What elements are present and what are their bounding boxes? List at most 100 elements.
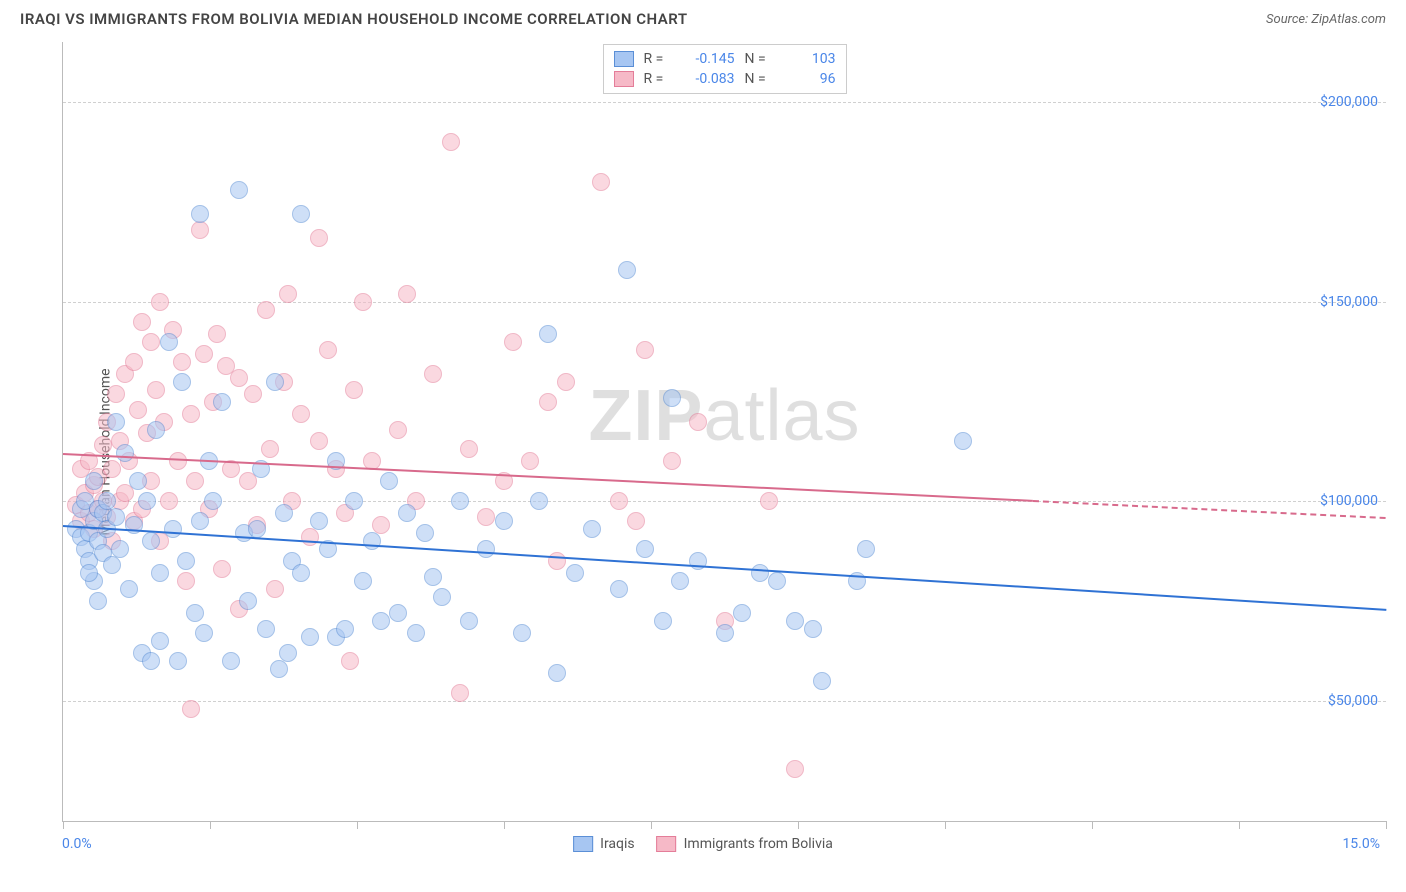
scatter-point	[208, 325, 226, 343]
gridline	[63, 102, 1386, 103]
scatter-point	[275, 504, 293, 522]
scatter-point	[654, 612, 672, 630]
scatter-point	[618, 261, 636, 279]
scatter-point	[372, 516, 390, 534]
scatter-point	[610, 580, 628, 598]
scatter-point	[424, 568, 442, 586]
scatter-point	[160, 333, 178, 351]
scatter-point	[336, 620, 354, 638]
scatter-point	[230, 369, 248, 387]
scatter-point	[204, 492, 222, 510]
scatter-point	[129, 401, 147, 419]
scatter-point	[151, 632, 169, 650]
scatter-point	[257, 301, 275, 319]
scatter-point	[116, 444, 134, 462]
scatter-point	[416, 524, 434, 542]
scatter-point	[460, 612, 478, 630]
scatter-point	[142, 532, 160, 550]
scatter-point	[301, 628, 319, 646]
scatter-point	[147, 381, 165, 399]
scatter-point	[292, 205, 310, 223]
x-tick	[210, 821, 211, 829]
scatter-point	[191, 512, 209, 530]
scatter-point	[213, 393, 231, 411]
chart-container: Median Household Income ZIPatlas R =-0.1…	[20, 42, 1386, 862]
scatter-point	[363, 532, 381, 550]
scatter-point	[857, 540, 875, 558]
x-tick	[1386, 821, 1387, 829]
legend-item: Immigrants from Bolivia	[657, 836, 833, 852]
scatter-point	[301, 528, 319, 546]
scatter-point	[80, 564, 98, 582]
scatter-point	[177, 552, 195, 570]
scatter-point	[239, 592, 257, 610]
scatter-point	[319, 341, 337, 359]
scatter-point	[125, 353, 143, 371]
scatter-point	[120, 580, 138, 598]
scatter-point	[103, 460, 121, 478]
correlation-legend: R =-0.145N =103R =-0.083N =96	[603, 44, 847, 94]
scatter-point	[398, 285, 416, 303]
scatter-point	[129, 472, 147, 490]
scatter-point	[636, 341, 654, 359]
scatter-point	[451, 492, 469, 510]
scatter-point	[636, 540, 654, 558]
legend-label: Immigrants from Bolivia	[684, 836, 833, 852]
scatter-point	[107, 385, 125, 403]
legend-n-label: N =	[745, 71, 771, 87]
scatter-point	[266, 373, 284, 391]
scatter-point	[173, 353, 191, 371]
legend-swatch	[573, 836, 593, 852]
scatter-point	[107, 508, 125, 526]
scatter-point	[142, 333, 160, 351]
scatter-point	[477, 540, 495, 558]
scatter-point	[372, 612, 390, 630]
source-label: Source: ZipAtlas.com	[1266, 12, 1386, 27]
y-tick-label: $50,000	[1328, 693, 1378, 709]
scatter-point	[380, 472, 398, 490]
scatter-point	[345, 492, 363, 510]
scatter-point	[151, 293, 169, 311]
scatter-point	[186, 604, 204, 622]
scatter-point	[111, 540, 129, 558]
scatter-point	[107, 413, 125, 431]
legend-r-label: R =	[644, 51, 670, 67]
x-tick	[63, 821, 64, 829]
legend-row: R =-0.145N =103	[614, 49, 836, 69]
scatter-point	[504, 333, 522, 351]
y-tick-label: $200,000	[1320, 94, 1378, 110]
x-tick	[651, 821, 652, 829]
scatter-point	[733, 604, 751, 622]
scatter-point	[751, 564, 769, 582]
legend-label: Iraqis	[600, 836, 634, 852]
x-axis-label-max: 15.0%	[1342, 836, 1380, 852]
scatter-point	[270, 660, 288, 678]
scatter-point	[610, 492, 628, 510]
scatter-point	[191, 205, 209, 223]
scatter-point	[182, 405, 200, 423]
scatter-point	[310, 229, 328, 247]
plot-area: ZIPatlas R =-0.145N =103R =-0.083N =96 $…	[62, 42, 1386, 822]
legend-r-label: R =	[644, 71, 670, 87]
gridline	[63, 701, 1386, 702]
legend-swatch	[614, 71, 634, 87]
series-legend: Iraqis Immigrants from Bolivia	[573, 836, 833, 852]
scatter-point	[786, 760, 804, 778]
scatter-point	[804, 620, 822, 638]
y-tick-label: $150,000	[1320, 294, 1378, 310]
scatter-point	[138, 492, 156, 510]
scatter-point	[191, 221, 209, 239]
scatter-point	[257, 620, 275, 638]
scatter-point	[548, 664, 566, 682]
x-tick	[504, 821, 505, 829]
chart-title: IRAQI VS IMMIGRANTS FROM BOLIVIA MEDIAN …	[20, 10, 688, 28]
legend-r-value: -0.083	[680, 71, 735, 87]
scatter-point	[89, 592, 107, 610]
scatter-point	[169, 652, 187, 670]
scatter-point	[230, 181, 248, 199]
scatter-point	[103, 556, 121, 574]
scatter-point	[451, 684, 469, 702]
scatter-point	[539, 325, 557, 343]
scatter-point	[279, 285, 297, 303]
scatter-point	[292, 564, 310, 582]
